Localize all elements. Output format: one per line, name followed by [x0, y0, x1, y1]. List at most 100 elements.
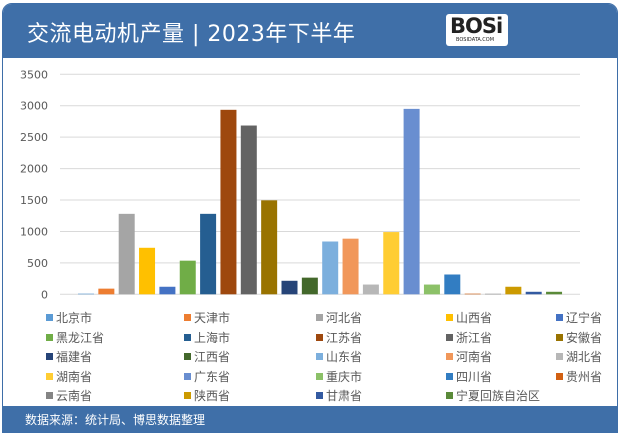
legend-label: 江西省 [194, 350, 231, 364]
legend-label: 山东省 [326, 350, 363, 364]
legend-label: 宁夏回族自治区 [456, 389, 541, 403]
legend-label: 河北省 [326, 311, 363, 325]
legend-item: 宁夏回族自治区 [446, 387, 540, 404]
legend-label: 湖北省 [566, 350, 603, 364]
bar-甘肃省 [525, 291, 542, 295]
legend-item: 江苏省 [316, 329, 362, 346]
legend-item: 山西省 [446, 309, 492, 326]
legend-label: 陕西省 [194, 389, 231, 403]
logo-text: BOSi [450, 14, 503, 38]
bar-山东省 [322, 241, 339, 295]
legend-item: 浙江省 [446, 329, 492, 346]
legend-item: 江西省 [184, 348, 230, 365]
legend-swatch [46, 314, 53, 321]
bar-河北省 [118, 213, 135, 295]
legend-swatch [446, 392, 453, 399]
y-tick-label: 1500 [20, 194, 48, 207]
legend-label: 江苏省 [326, 330, 363, 345]
y-tick-label: 3500 [20, 68, 48, 81]
legend-item: 甘肃省 [316, 387, 362, 404]
legend-label: 上海市 [194, 330, 231, 345]
legend-label: 重庆市 [326, 369, 363, 384]
legend-swatch [316, 372, 323, 380]
legend-swatch [316, 314, 323, 321]
legend-swatch [556, 333, 563, 341]
legend-item: 重庆市 [316, 368, 362, 385]
legend-swatch [556, 314, 563, 321]
y-tick-label: 0 [41, 288, 48, 301]
legend-item: 安徽省 [556, 329, 602, 346]
legend-swatch [316, 333, 323, 341]
bar-贵州省 [464, 293, 481, 295]
legend-swatch [184, 333, 191, 341]
legend-swatch [46, 353, 53, 360]
logo-subtext: BOSIDATA.COM [456, 37, 495, 43]
legend-item: 河南省 [446, 348, 492, 365]
bar-福建省 [281, 280, 298, 295]
legend-label: 广东省 [194, 369, 231, 384]
legend-swatch [46, 392, 53, 399]
legend-item: 湖南省 [46, 368, 92, 385]
bar-湖南省 [383, 232, 400, 295]
legend-item: 湖北省 [556, 348, 602, 365]
legend-label: 山西省 [456, 311, 493, 325]
bar-浙江省 [240, 125, 257, 295]
legend-swatch [446, 314, 453, 321]
y-tick-label: 3000 [20, 100, 48, 113]
legend-label: 云南省 [56, 389, 93, 403]
legend-swatch [184, 314, 191, 321]
bar-上海市 [200, 213, 217, 295]
legend-swatch [184, 353, 191, 360]
y-tick-label: 500 [27, 257, 48, 270]
bar-山西省 [139, 247, 156, 295]
header-bar: 交流电动机产量 | 2023年下半年 BOSi BOSIDATA.COM [3, 4, 617, 58]
legend-item: 天津市 [184, 309, 230, 326]
y-tick-label: 2000 [20, 163, 48, 176]
bar-辽宁省 [159, 286, 176, 295]
legend-item: 云南省 [46, 387, 92, 404]
bar-黑龙江省 [179, 260, 196, 295]
bar-四川省 [444, 274, 461, 295]
legend-swatch [446, 372, 453, 380]
legend-swatch [556, 372, 563, 380]
legend-swatch [184, 392, 191, 399]
legend-item: 北京市 [46, 309, 92, 326]
legend-label: 黑龙江省 [56, 330, 105, 345]
legend-label: 河南省 [456, 350, 493, 364]
bar-陕西省 [505, 286, 522, 295]
legend-label: 福建省 [56, 350, 93, 364]
bar-北京市 [78, 293, 94, 295]
legend-swatch [184, 372, 191, 380]
legend-swatch [446, 353, 453, 360]
bosi-logo: BOSi BOSIDATA.COM [446, 14, 508, 46]
legend-swatch [316, 353, 323, 360]
bar-湖北省 [362, 284, 379, 295]
chart-title: 交流电动机产量 | 2023年下半年 [27, 22, 356, 47]
bar-宁夏回族自治区 [546, 291, 563, 295]
legend-swatch [46, 333, 53, 341]
legend-label: 北京市 [56, 311, 93, 325]
legend-label: 贵州省 [566, 369, 603, 384]
bar-重庆市 [423, 284, 440, 295]
legend-item: 黑龙江省 [46, 329, 104, 346]
legend-label: 四川省 [456, 369, 493, 384]
legend-item: 辽宁省 [556, 309, 602, 326]
data-source: 数据来源：统计局、博思数据整理 [25, 413, 206, 427]
legend-item: 贵州省 [556, 368, 602, 385]
footer-bar: 数据来源：统计局、博思数据整理 [3, 406, 617, 432]
bar-江苏省 [220, 109, 237, 295]
bar-云南省 [485, 293, 501, 295]
legend-item: 上海市 [184, 329, 230, 346]
legend-label: 安徽省 [566, 330, 603, 345]
bar-江西省 [301, 277, 318, 295]
legend-label: 辽宁省 [566, 311, 603, 325]
legend-item: 河北省 [316, 309, 362, 326]
y-tick-label: 2500 [20, 131, 48, 144]
legend-label: 湖南省 [56, 369, 93, 384]
legend-item: 四川省 [446, 368, 492, 385]
legend-item: 陕西省 [184, 387, 230, 404]
y-tick-label: 1000 [20, 225, 48, 238]
legend-swatch [556, 353, 563, 360]
bar-广东省 [403, 108, 420, 295]
